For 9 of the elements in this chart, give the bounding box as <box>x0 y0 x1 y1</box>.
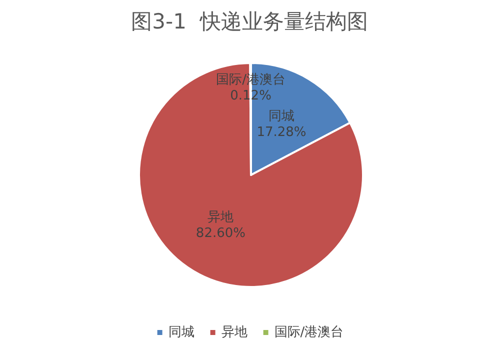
legend-label: 国际/港澳台 <box>274 325 344 340</box>
data-label: 0.12% <box>230 88 272 104</box>
data-label: 17.28% <box>256 124 306 140</box>
slice-label: 同城 <box>268 108 294 124</box>
legend-label: 异地 <box>221 325 248 340</box>
legend-label: 同城 <box>168 325 194 340</box>
slice-label: 异地 <box>208 210 234 226</box>
data-label: 82.60% <box>196 226 246 242</box>
chart-title: 图3-1 快递业务量结构图 <box>131 10 368 34</box>
